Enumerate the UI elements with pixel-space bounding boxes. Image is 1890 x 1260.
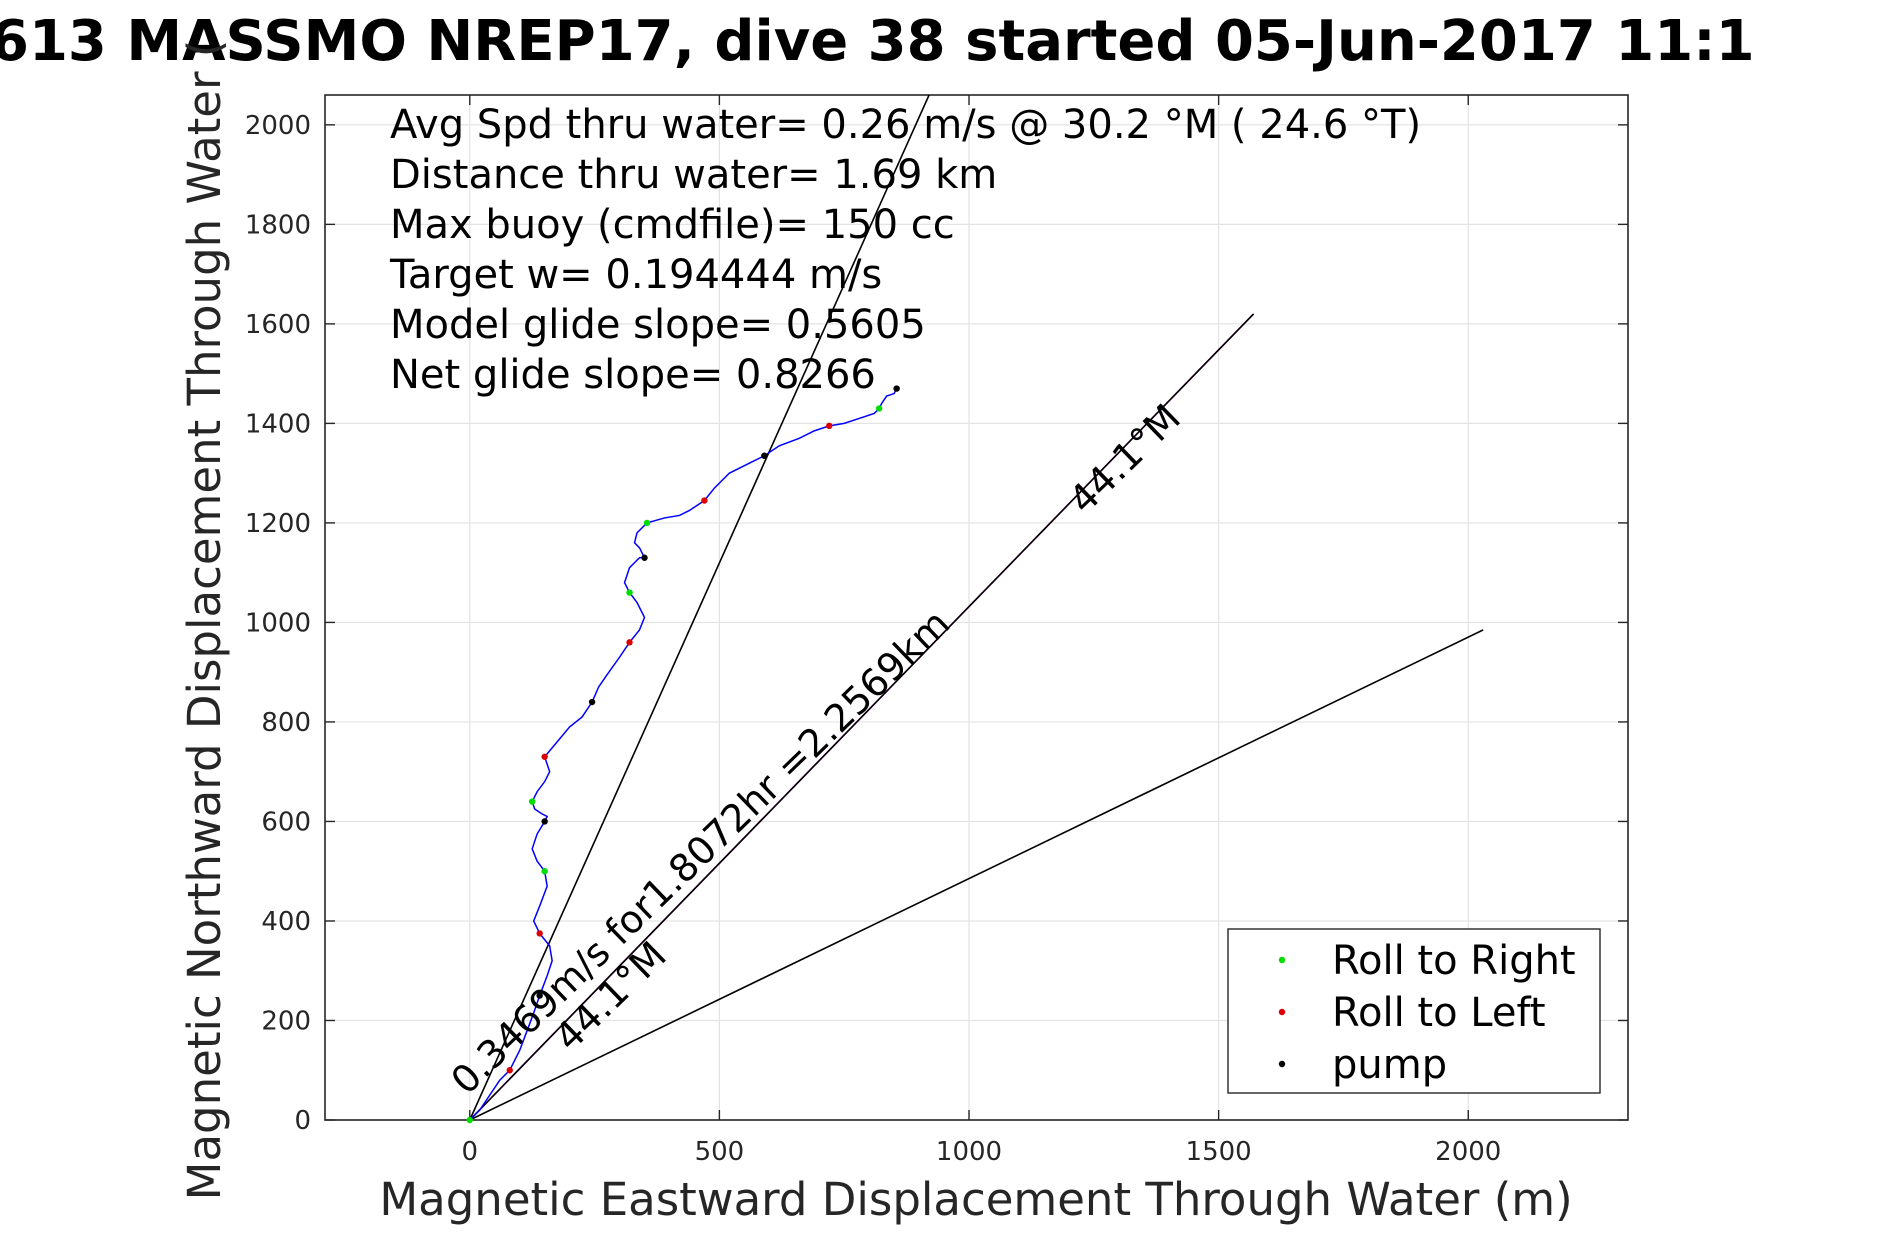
legend-marker <box>1278 1008 1286 1016</box>
track-point <box>528 798 536 805</box>
y-tick-label: 600 <box>261 807 311 837</box>
y-tick-label: 400 <box>261 907 311 937</box>
track-point <box>541 818 548 825</box>
reference-line-0 <box>469 94 930 1121</box>
track-point <box>588 698 596 706</box>
x-tick-label: 2000 <box>1435 1137 1501 1167</box>
y-tick-label: 800 <box>261 708 311 738</box>
track-point <box>643 519 651 527</box>
legend-entry: Roll to Right <box>1332 938 1576 984</box>
y-tick-label: 0 <box>294 1106 311 1136</box>
chart-title: 613 MASSMO NREP17, dive 38 started 05-Ju… <box>0 9 1755 74</box>
track-point <box>826 422 833 430</box>
y-tick-label: 1200 <box>245 509 311 539</box>
track-point <box>626 589 633 596</box>
info-line: Distance thru water= 1.69 km <box>390 152 997 198</box>
x-axis-label: Magnetic Eastward Displacement Through W… <box>379 1173 1572 1226</box>
y-tick-label: 1600 <box>245 310 311 340</box>
reference-lines <box>469 94 1484 1121</box>
glider-track <box>466 385 900 1124</box>
track-point <box>536 992 543 999</box>
x-tick-label: 1500 <box>1186 1137 1252 1167</box>
x-tick-label: 0 <box>462 1137 479 1167</box>
info-line: Avg Spd thru water= 0.26 m/s @ 30.2 °M (… <box>390 102 1421 148</box>
track-point <box>875 405 883 412</box>
track-point <box>536 930 543 937</box>
x-tick-label: 1000 <box>936 1137 1002 1167</box>
track-point <box>626 639 633 646</box>
axis-ticks: 0 500 1000 1500 2000 0 200 400 600 800 1000 1200 140… <box>245 95 1628 1167</box>
info-line: Net glide slope= 0.8266 <box>390 352 876 398</box>
legend-marker <box>1278 956 1286 964</box>
info-line: Max buoy (cmdfile)= 150 cc <box>390 202 955 248</box>
reference-line-1 <box>469 629 1484 1121</box>
legend: Roll to Right Roll to Left pump <box>1227 928 1601 1094</box>
reference-line-3 <box>469 313 1255 1121</box>
y-tick-label: 1800 <box>245 210 311 240</box>
info-box: Avg Spd thru water= 0.26 m/s @ 30.2 °M (… <box>389 102 1421 398</box>
track-line <box>469 388 898 1121</box>
y-tick-label: 1000 <box>245 608 311 638</box>
track-point <box>541 753 548 760</box>
track-point <box>541 868 548 875</box>
plot-frame <box>324 94 1629 1121</box>
x-tick-label: 500 <box>695 1137 745 1167</box>
info-line: Target w= 0.194444 m/s <box>389 252 882 298</box>
y-tick-label: 200 <box>261 1006 311 1036</box>
legend-box <box>1227 928 1601 1094</box>
track-point <box>506 1067 513 1074</box>
track-point <box>641 554 648 561</box>
annotations: 0.3469m/s for1.8072hr =2.2569km44.1°M44.… <box>443 396 1189 1103</box>
legend-entry: Roll to Left <box>1332 990 1546 1036</box>
annotation-label: 0.3469m/s for1.8072hr =2.2569km <box>443 601 959 1103</box>
track-point <box>893 385 900 392</box>
info-line: Model glide slope= 0.5605 <box>390 302 926 348</box>
y-tick-label: 1400 <box>245 409 311 439</box>
legend-marker <box>1278 1060 1286 1068</box>
track-point <box>701 497 708 504</box>
legend-entry: pump <box>1332 1042 1447 1088</box>
annotation-label: 44.1°M <box>1060 396 1189 523</box>
track-point <box>761 452 768 459</box>
track-point <box>466 1116 473 1124</box>
y-tick-label: 2000 <box>245 111 311 141</box>
y-axis-label: Magnetic Northward Displacement Through … <box>178 40 231 1201</box>
